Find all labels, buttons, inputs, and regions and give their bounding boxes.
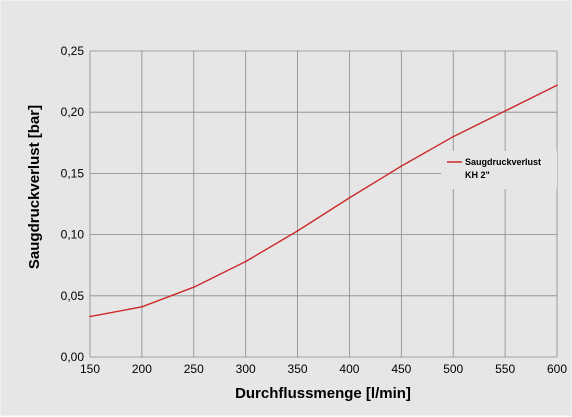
series-lines <box>89 84 558 318</box>
x-tick-label: 250 <box>184 362 204 376</box>
legend-label-line-1: Saugdruckverlust <box>465 157 541 167</box>
x-tick-label: 350 <box>288 362 308 376</box>
y-tick-label: 0,20 <box>61 105 85 119</box>
y-tick-label: 0,05 <box>61 289 85 303</box>
data-point <box>89 315 91 318</box>
x-tick-label: 150 <box>80 362 100 376</box>
legend: Saugdruckverlust KH 2" <box>441 151 557 189</box>
legend-label-line-2: KH 2" <box>465 170 490 180</box>
x-tick-label: 300 <box>236 362 256 376</box>
data-point <box>556 84 558 87</box>
data-point <box>348 197 351 199</box>
legend-box <box>441 151 557 189</box>
x-tick-label: 450 <box>391 362 411 376</box>
plot-area <box>90 51 557 357</box>
x-tick-label: 200 <box>132 362 152 376</box>
x-axis-ticks: 150 200 250 300 350 400 450 500 550 600 <box>80 362 567 376</box>
x-tick-label: 500 <box>443 362 463 376</box>
x-tick-label: 400 <box>339 362 359 376</box>
x-tick-label: 550 <box>495 362 515 376</box>
y-tick-label: 0,25 <box>61 44 85 58</box>
y-axis-ticks: 0,00 0,05 0,10 0,15 0,20 0,25 <box>61 44 85 364</box>
series-line <box>89 84 558 318</box>
y-axis-title: Saugdruckverlust [bar] <box>26 105 43 269</box>
y-tick-label: 0,10 <box>61 228 85 242</box>
data-point <box>400 165 403 167</box>
y-tick-label: 0,00 <box>61 350 85 364</box>
gridlines <box>89 50 558 358</box>
data-point <box>244 260 247 263</box>
x-tick-label: 600 <box>547 362 567 376</box>
data-point <box>504 110 506 112</box>
x-axis-title: Durchflussmenge [l/min] <box>235 385 411 402</box>
data-point <box>452 135 455 138</box>
data-point <box>192 286 195 289</box>
data-point <box>141 306 143 308</box>
data-point <box>296 230 299 232</box>
y-tick-label: 0,15 <box>61 166 85 180</box>
